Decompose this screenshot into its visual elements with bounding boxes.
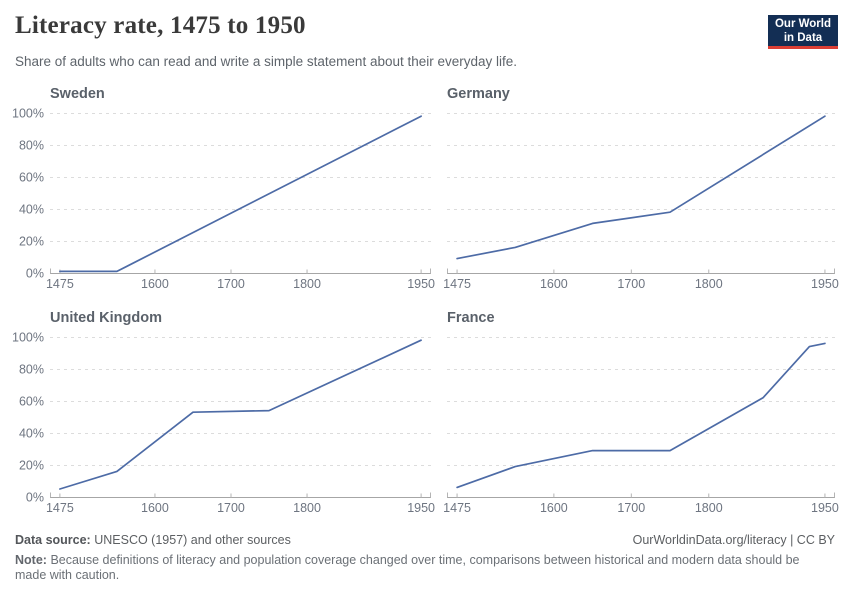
facet-germany: Germany 1475 1600 1700 1800 1950 [443, 84, 839, 293]
owid-url-link[interactable]: OurWorldinData.org/literacy | CC BY [632, 533, 835, 547]
data-source: Data source: UNESCO (1957) and other sou… [15, 533, 291, 547]
sweden-line-chart[interactable]: 1475 1600 1700 1800 1950 0% 20% 40% 60% 80% 100% [12, 107, 435, 293]
x-axis-labels: 1475 1600 1700 1800 1950 [443, 501, 839, 515]
literacy-line-united-kingdom [59, 339, 422, 490]
data-source-label: Data source: [15, 533, 91, 547]
svg-text:20%: 20% [19, 459, 44, 473]
owid-logo-line2: in Data [783, 31, 823, 44]
facet-title-germany: Germany [447, 86, 510, 102]
svg-text:1700: 1700 [617, 277, 645, 291]
svg-text:80%: 80% [19, 139, 44, 153]
svg-text:1600: 1600 [540, 501, 568, 515]
literacy-line-sweden [59, 115, 422, 273]
page-title: Literacy rate, 1475 to 1950 [15, 12, 306, 39]
svg-text:1600: 1600 [141, 277, 169, 291]
svg-text:1475: 1475 [443, 277, 471, 291]
footer-note-label: Note: [15, 553, 47, 567]
svg-text:1800: 1800 [695, 277, 723, 291]
svg-text:1950: 1950 [407, 277, 435, 291]
gridlines [50, 113, 431, 242]
svg-text:1950: 1950 [811, 501, 839, 515]
footer-note: Note: Because definitions of literacy an… [15, 553, 820, 583]
facet-title-sweden: Sweden [50, 86, 105, 102]
svg-text:0%: 0% [26, 491, 44, 505]
facet-title-france: France [447, 310, 495, 326]
x-axis-ticks [447, 268, 835, 274]
svg-text:1800: 1800 [293, 501, 321, 515]
owid-logo[interactable]: Our World in Data [768, 15, 838, 49]
france-line-chart[interactable]: 1475 1600 1700 1800 1950 [443, 331, 839, 517]
svg-text:1950: 1950 [811, 277, 839, 291]
data-source-text: UNESCO (1957) and other sources [94, 533, 291, 547]
svg-text:60%: 60% [19, 395, 44, 409]
svg-text:1475: 1475 [46, 501, 74, 515]
facet-title-united-kingdom: United Kingdom [50, 310, 162, 326]
facet-united-kingdom: United Kingdom 1475 1600 1700 1800 1950 0% 20%… [12, 308, 435, 517]
owid-logo-line1: Our World [774, 18, 831, 30]
svg-text:1800: 1800 [695, 501, 723, 515]
facet-sweden: Sweden 1475 1600 1700 1800 1950 0% 20% 40% 60% 80… [12, 84, 435, 293]
literacy-line-france [456, 342, 826, 489]
svg-text:40%: 40% [19, 203, 44, 217]
y-axis-labels: 0% 20% 40% 60% 80% 100% [12, 107, 44, 281]
svg-text:20%: 20% [19, 235, 44, 249]
svg-text:100%: 100% [12, 331, 44, 345]
x-axis-ticks [50, 268, 431, 274]
x-axis-labels: 1475 1600 1700 1800 1950 [46, 277, 435, 291]
united-kingdom-line-chart[interactable]: 1475 1600 1700 1800 1950 0% 20% 40% 60% 80% 100% [12, 331, 435, 517]
gridlines [447, 337, 835, 466]
literacy-line-germany [456, 115, 826, 260]
svg-text:1700: 1700 [217, 501, 245, 515]
gridlines [50, 337, 431, 466]
page-subtitle: Share of adults who can read and write a… [15, 54, 518, 69]
gridlines [447, 113, 835, 242]
footer-note-text: Because definitions of literacy and popu… [15, 553, 800, 582]
facet-france: France 1475 1600 1700 1800 1950 [443, 308, 839, 517]
svg-text:1475: 1475 [443, 501, 471, 515]
svg-text:1475: 1475 [46, 277, 74, 291]
svg-text:100%: 100% [12, 107, 44, 121]
chart-footer: Data source: UNESCO (1957) and other sou… [15, 533, 835, 583]
x-axis-ticks [50, 492, 431, 498]
svg-text:1700: 1700 [217, 277, 245, 291]
svg-text:80%: 80% [19, 363, 44, 377]
x-axis-ticks [447, 492, 835, 498]
svg-text:0%: 0% [26, 267, 44, 281]
svg-text:40%: 40% [19, 427, 44, 441]
y-axis-labels: 0% 20% 40% 60% 80% 100% [12, 331, 44, 505]
svg-text:60%: 60% [19, 171, 44, 185]
x-axis-labels: 1475 1600 1700 1800 1950 [46, 501, 435, 515]
svg-text:1700: 1700 [617, 501, 645, 515]
x-axis-labels: 1475 1600 1700 1800 1950 [443, 277, 839, 291]
svg-text:1800: 1800 [293, 277, 321, 291]
svg-text:1600: 1600 [141, 501, 169, 515]
germany-line-chart[interactable]: 1475 1600 1700 1800 1950 [443, 107, 839, 293]
svg-text:1600: 1600 [540, 277, 568, 291]
svg-text:1950: 1950 [407, 501, 435, 515]
